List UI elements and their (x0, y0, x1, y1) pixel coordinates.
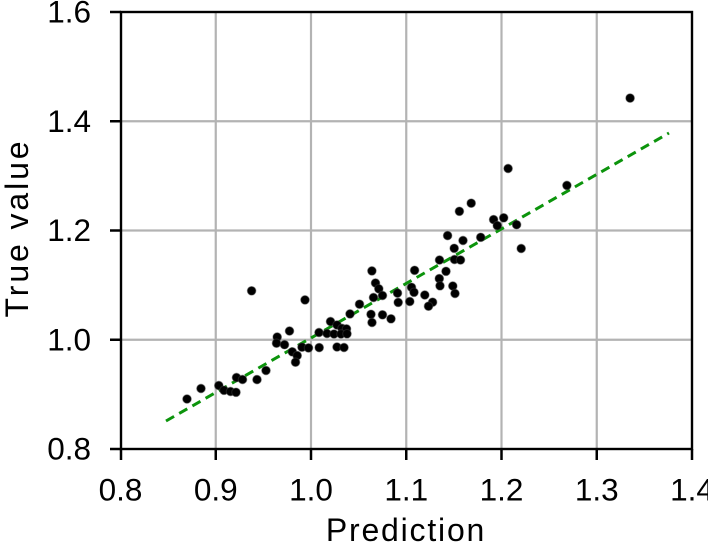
svg-text:1.4: 1.4 (670, 472, 708, 508)
svg-text:1.6: 1.6 (47, 0, 91, 29)
svg-text:1.0: 1.0 (47, 321, 91, 357)
svg-text:1.4: 1.4 (47, 103, 91, 139)
svg-text:1.1: 1.1 (384, 472, 428, 508)
svg-text:0.9: 0.9 (194, 472, 238, 508)
svg-text:1.2: 1.2 (480, 472, 524, 508)
svg-text:True value: True value (0, 139, 35, 318)
svg-text:0.8: 0.8 (99, 472, 143, 508)
svg-text:1.0: 1.0 (289, 472, 333, 508)
svg-text:Prediction: Prediction (326, 512, 486, 544)
svg-text:1.3: 1.3 (575, 472, 619, 508)
svg-text:1.2: 1.2 (47, 212, 91, 248)
svg-text:0.8: 0.8 (47, 431, 91, 467)
